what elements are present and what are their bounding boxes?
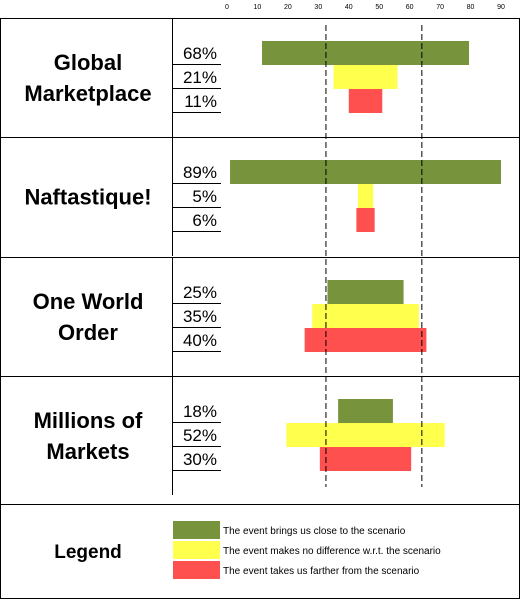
percent-label: 5% [192, 187, 217, 206]
bar-farther [319, 447, 412, 471]
percent-label: 21% [183, 68, 217, 87]
chart-frame [0, 18, 520, 599]
bar-farther [304, 328, 427, 352]
x-tick-label: 80 [467, 4, 475, 11]
scenario-title: Order [58, 320, 118, 345]
reference-lines [325, 25, 423, 487]
bar-closer [338, 399, 393, 423]
x-tick-label: 0 [225, 4, 229, 11]
legend-swatch [173, 561, 220, 579]
x-tick-label: 40 [345, 4, 353, 11]
legend-swatch [173, 541, 220, 559]
scenario-panels: Global Marketplace 68% 21% 11% Naftastique! 89… [0, 18, 520, 599]
bar-no_diff [286, 423, 445, 447]
scenario-title: Global [54, 50, 122, 75]
x-tick-label: 70 [436, 4, 444, 11]
bar-closer [327, 280, 404, 304]
scenario-title: One World [33, 289, 144, 314]
percent-label: 40% [183, 331, 217, 350]
bar-closer [262, 41, 470, 65]
legend-panel: Legend The event brings us close to the s… [0, 504, 520, 579]
legend-title: Legend [54, 542, 122, 563]
legend-label: The event takes us farther from the scen… [223, 566, 420, 577]
percent-label: 68% [183, 44, 217, 63]
x-tick-label: 90 [497, 4, 505, 11]
bar-no_diff [312, 304, 419, 328]
scenario-title: Naftastique! [24, 185, 151, 210]
x-axis-ticks: 0 10 20 30 40 50 60 70 80 90 [225, 4, 505, 11]
percent-label: 6% [192, 211, 217, 230]
bar-no_diff [333, 65, 398, 89]
bar-farther [356, 208, 375, 232]
scenario-title: Millions of [34, 408, 143, 433]
scenario-title: Marketplace [24, 81, 151, 106]
scenario-title: Markets [46, 439, 129, 464]
percent-label: 52% [183, 426, 217, 445]
percent-label: 25% [183, 283, 217, 302]
x-tick-label: 30 [314, 4, 322, 11]
bar-farther [348, 89, 383, 113]
x-tick-label: 20 [284, 4, 292, 11]
bar-no_diff [357, 184, 374, 208]
percent-label: 89% [183, 163, 217, 182]
bar-closer [230, 160, 502, 184]
legend-label: The event brings us close to the scenari… [223, 526, 406, 537]
x-tick-label: 50 [375, 4, 383, 11]
percent-label: 18% [183, 402, 217, 421]
percent-label: 35% [183, 307, 217, 326]
scenario-bars [230, 41, 502, 471]
x-tick-label: 10 [254, 4, 262, 11]
percent-label: 11% [184, 92, 217, 111]
x-tick-label: 60 [406, 4, 414, 11]
legend-swatch [173, 521, 220, 539]
percent-label: 30% [183, 450, 217, 469]
legend-label: The event makes no difference w.r.t. the… [223, 546, 441, 557]
